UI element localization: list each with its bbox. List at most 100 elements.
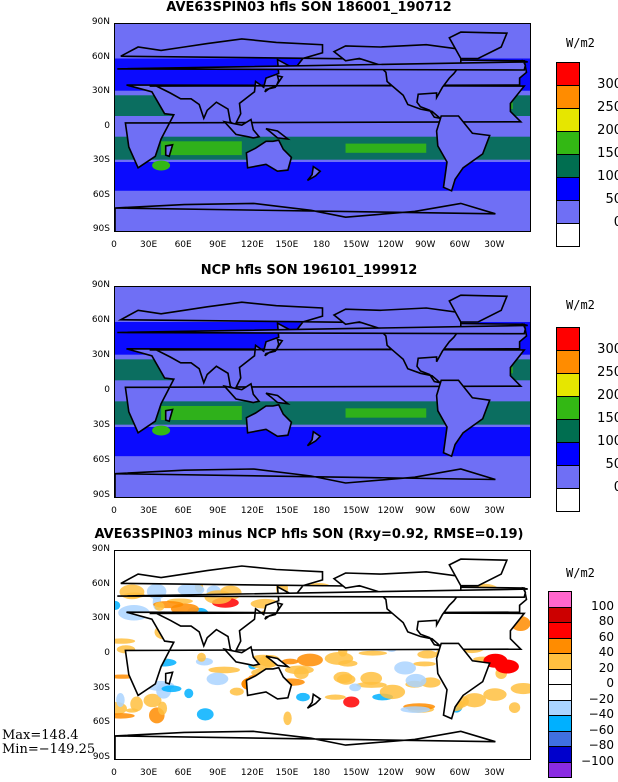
land-australia: [245, 139, 293, 173]
anomaly-patch: [130, 696, 143, 712]
lon-tick-label: 150E: [275, 768, 299, 778]
colorbar-swatch: [556, 62, 580, 86]
colorbar-swatch: [548, 637, 572, 654]
lon-tick-label: 0: [111, 506, 117, 516]
colorbar-label: −40: [588, 707, 614, 721]
colorbar-label: 100: [597, 434, 618, 449]
lon-tick-label: 30W: [484, 506, 505, 516]
panel-1-title: AVE63SPIN03 hfls SON 186001_190712: [166, 0, 452, 15]
colorbar-swatch: [556, 85, 580, 109]
anomaly-patch: [379, 684, 406, 700]
panel-3-colorbar-unit: W/m2: [566, 566, 595, 580]
land-japan: [264, 338, 284, 357]
land-indonesia: [222, 645, 261, 667]
lon-tick-label: 30E: [140, 506, 158, 516]
lon-tick-label: 30W: [484, 768, 505, 778]
colorbar-label: 150: [597, 411, 618, 426]
colorbar-label: 200: [597, 388, 618, 403]
lon-tick-label: 120W: [377, 506, 404, 516]
colorbar-swatch: [548, 699, 572, 716]
anomaly-patch: [343, 696, 360, 708]
land-madagascar: [164, 143, 174, 158]
lat-tick-label: 30S: [92, 682, 110, 693]
land-nz: [306, 430, 322, 447]
lat-tick-label: 30S: [92, 155, 110, 165]
lon-tick-label: 120E: [240, 768, 264, 778]
lon-tick-label: 60E: [174, 768, 192, 778]
anomaly-patch: [296, 692, 310, 702]
flux-band: [115, 427, 530, 457]
anomaly-patch: [297, 653, 323, 667]
lon-tick-label: 150E: [275, 240, 299, 250]
colorbar-label: 250: [597, 100, 618, 115]
lon-tick-label: 150E: [275, 506, 299, 516]
land-australia: [245, 403, 293, 438]
lon-tick-label: 90E: [209, 506, 227, 516]
land-samerica: [435, 379, 491, 458]
lat-tick-label: 60N: [91, 315, 110, 325]
land-newguinea: [265, 127, 291, 141]
colorbar-swatch: [548, 761, 572, 778]
anomaly-patch: [196, 708, 214, 721]
colorbar-swatch: [556, 200, 580, 224]
anomaly-patch: [115, 713, 135, 719]
lon-tick-label: 60W: [449, 506, 470, 516]
colorbar-swatch: [548, 668, 572, 685]
anomaly-patch: [336, 674, 356, 685]
flux-band: [115, 162, 530, 191]
anomaly-patch: [143, 693, 162, 708]
panel-2-title: NCP hfls SON 196101_199912: [200, 263, 418, 278]
anomaly-patch: [483, 688, 507, 701]
lat-tick-label: 30N: [91, 613, 110, 624]
land-greenland: [448, 31, 509, 60]
lat-tick-label: 60S: [92, 455, 110, 465]
anomaly-patch: [125, 708, 139, 713]
anomaly-patch: [349, 683, 362, 692]
colorbar-swatch: [556, 223, 580, 247]
anomaly-patch: [229, 687, 244, 696]
colorbar-swatch: [548, 684, 572, 701]
colorbar-label: 100: [591, 598, 614, 613]
panel-1-colorbar-unit: W/m2: [566, 36, 595, 50]
land-japan: [264, 74, 284, 93]
lon-tick-label: 120E: [240, 240, 264, 250]
land-samerica: [435, 115, 491, 192]
colorbar-label: 300: [597, 342, 618, 357]
flux-band: [161, 406, 242, 420]
lat-tick-label: 30S: [92, 420, 110, 430]
land-antarctica: [115, 202, 496, 231]
anomaly-patch: [360, 671, 383, 685]
land-greenland: [448, 294, 509, 323]
anomaly-patch: [115, 600, 121, 611]
flux-band: [345, 408, 427, 418]
land-uk: [117, 59, 528, 71]
colorbar-swatch: [556, 108, 580, 132]
colorbar-label: 0: [613, 215, 618, 230]
lat-tick-label: 60N: [91, 51, 110, 62]
lat-tick-label: 60S: [92, 189, 110, 200]
anomaly-patch: [154, 601, 165, 611]
anomaly-hotspot: [494, 659, 519, 674]
lat-tick-label: 0: [104, 120, 110, 131]
lon-tick-label: 150W: [343, 768, 370, 778]
panel-2-map: [114, 286, 531, 498]
lon-tick-label: 30E: [140, 240, 158, 250]
land-uk: [117, 586, 528, 599]
panel-3-title: AVE63SPIN03 minus NCP hfls SON (Rxy=0.92…: [94, 527, 524, 542]
map-svg: [115, 287, 530, 497]
lat-tick-label: 90S: [92, 224, 110, 234]
min-stat: Min=−149.25: [2, 742, 96, 757]
lat-tick-label: 90N: [91, 544, 110, 554]
lon-tick-label: 90E: [209, 768, 227, 778]
colorbar-label: −60: [588, 722, 614, 737]
max-stat: Max=148.4: [2, 728, 79, 743]
flux-hotspot: [152, 160, 171, 171]
lon-tick-label: 90E: [209, 240, 227, 250]
colorbar-label: 300: [597, 77, 618, 92]
colorbar-swatch: [548, 653, 572, 670]
lat-tick-label: 60S: [92, 717, 110, 728]
lat-tick-label: 90N: [91, 280, 110, 290]
lat-tick-label: 30N: [91, 350, 110, 360]
land-newguinea: [265, 392, 291, 405]
land-indonesia: [222, 382, 261, 404]
